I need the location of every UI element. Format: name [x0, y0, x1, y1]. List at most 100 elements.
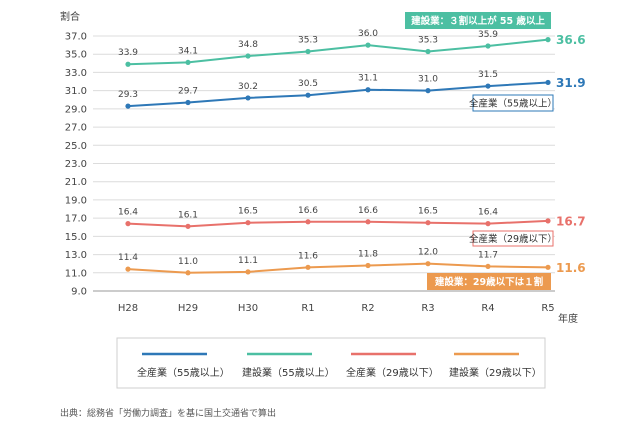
y-tick-label: 13.0 [65, 250, 87, 261]
data-point [125, 61, 131, 67]
data-point [125, 221, 131, 227]
series-group: 29.3 29.7 30.2 30.5 31.1 31.0 31.5 31.9 33.9 34.1… [118, 29, 586, 276]
y-tick-label: 31.0 [65, 86, 87, 97]
callout-2: 全産業（29歳以下） [469, 230, 557, 247]
data-point [545, 218, 551, 224]
data-point [305, 219, 311, 225]
data-label: 11.4 [118, 253, 138, 263]
data-point [365, 87, 371, 93]
data-label: 11.0 [178, 257, 198, 267]
legend-label: 全産業（29歳以下） [346, 366, 439, 379]
series-3: 11.4 11.0 11.1 11.6 11.8 12.0 11.7 11.6 [118, 248, 586, 276]
y-tick-label: 19.0 [65, 195, 87, 206]
callout-text: 建設業：３割以上が 55 歳以上 [410, 15, 545, 27]
data-label: 29.7 [178, 86, 198, 96]
series-2: 16.4 16.1 16.5 16.6 16.6 16.5 16.4 16.7 [118, 206, 586, 229]
y-tick-label: 23.0 [65, 159, 87, 170]
data-label: 36.0 [358, 29, 378, 39]
data-label: 34.8 [238, 40, 258, 50]
y-tick-label: 33.0 [65, 68, 87, 79]
data-label: 35.3 [418, 35, 438, 45]
legend-item: 建設業（29歳以下） [449, 352, 542, 379]
last-value-label: 36.6 [556, 33, 586, 47]
data-point [245, 95, 251, 101]
callout-text: 建設業：29歳以下は１割 [434, 276, 543, 288]
y-tick-label: 17.0 [65, 214, 87, 225]
data-label: 31.1 [358, 74, 378, 84]
legend-label: 建設業（29歳以下） [449, 366, 542, 379]
y-tick-labels: 9.0 11.0 13.0 15.0 17.0 19.0 21.0 23.0 25.0 27.0 2… [65, 32, 87, 298]
x-tick-label: R1 [301, 303, 314, 314]
y-tick-label: 25.0 [65, 141, 87, 152]
y-axis-label: 割合 [60, 10, 80, 23]
legend: 全産業（55歳以上） 建設業（55歳以上） 全産業（29歳以下） 建設業（29歳以下） [116, 337, 546, 389]
callout-box [472, 230, 554, 247]
y-tick-label: 29.0 [65, 104, 87, 115]
data-point [245, 53, 251, 59]
data-point [485, 221, 491, 227]
data-point [485, 83, 491, 89]
x-tick-label: H29 [178, 303, 198, 314]
callout-0: 建設業：３割以上が 55 歳以上 [405, 12, 551, 29]
last-value-label: 11.6 [556, 261, 586, 275]
data-point [365, 42, 371, 48]
data-label: 11.6 [298, 251, 318, 261]
data-point [185, 223, 191, 229]
data-point [545, 79, 551, 86]
data-point [245, 269, 251, 275]
data-label: 30.5 [298, 79, 318, 89]
data-label: 11.7 [478, 250, 498, 260]
series-1: 33.9 34.1 34.8 35.3 36.0 35.3 35.9 36.6 [118, 29, 586, 67]
callout-box [472, 94, 554, 112]
callout-text: 全産業（55歳以上） [469, 98, 557, 110]
data-label: 16.4 [118, 208, 138, 218]
x-axis-label: 年度 [558, 312, 578, 325]
callout-box [405, 12, 551, 29]
data-label: 35.9 [478, 30, 498, 40]
last-value-label: 16.7 [556, 214, 586, 228]
x-tick-label: R4 [481, 303, 494, 314]
data-point [305, 48, 311, 55]
legend-item: 建設業（55歳以上） [242, 352, 335, 379]
x-tick-label: R5 [541, 303, 554, 314]
data-label: 31.5 [478, 70, 498, 80]
x-tick-labels: H28 H29 H30 R1 R2 R3 R4 R5 [118, 303, 555, 314]
series-line [127, 81, 549, 108]
data-point [305, 264, 311, 270]
data-label: 12.0 [418, 248, 438, 258]
data-label: 35.3 [298, 35, 318, 45]
data-point [425, 88, 431, 94]
legend-label: 建設業（55歳以上） [242, 366, 335, 379]
data-point [485, 263, 491, 270]
data-point [485, 43, 491, 49]
series-line [127, 219, 549, 228]
data-point [305, 92, 311, 98]
data-label: 11.1 [238, 256, 258, 266]
legend-box [116, 337, 546, 389]
x-tick-label: R3 [421, 303, 434, 314]
data-label: 16.4 [478, 208, 498, 218]
data-label: 16.6 [358, 206, 378, 216]
callout-1: 全産業（55歳以上） [469, 94, 557, 112]
data-label: 16.6 [298, 206, 318, 216]
data-label: 16.1 [178, 210, 198, 220]
series-line [127, 262, 549, 274]
callout-text: 全産業（29歳以下） [469, 233, 557, 245]
data-label: 16.5 [238, 207, 258, 217]
y-tick-label: 27.0 [65, 123, 87, 134]
data-point [365, 262, 371, 269]
last-value-label: 31.9 [556, 76, 586, 90]
data-label: 29.3 [118, 90, 138, 100]
data-label: 33.9 [118, 48, 138, 58]
data-label: 30.2 [238, 82, 258, 92]
legend-item: 全産業（29歳以下） [346, 352, 439, 379]
series-0: 29.3 29.7 30.2 30.5 31.1 31.0 31.5 31.9 [118, 70, 586, 109]
data-label: 11.8 [358, 250, 378, 260]
x-tick-label: H30 [238, 303, 258, 314]
y-tick-label: 37.0 [65, 32, 87, 43]
data-point [245, 220, 251, 226]
data-point [125, 266, 131, 272]
y-tick-label: 21.0 [65, 177, 87, 188]
